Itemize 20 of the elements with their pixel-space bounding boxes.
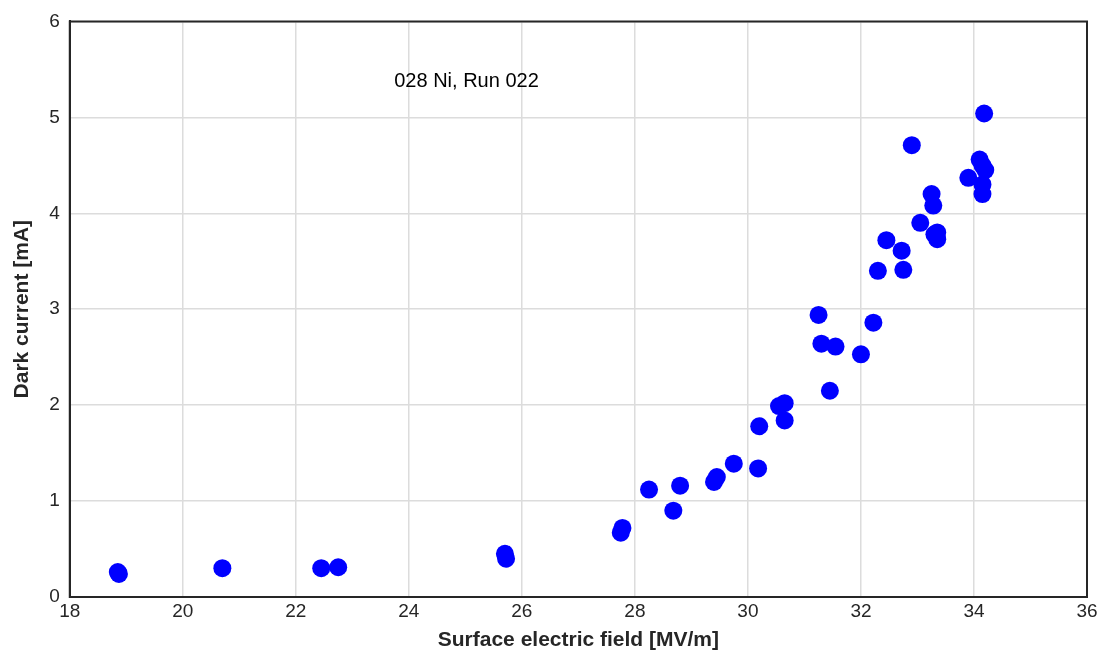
x-tick-label: 34 xyxy=(963,599,985,621)
y-tick-label: 1 xyxy=(49,489,60,511)
x-tick-label: 36 xyxy=(1076,599,1098,621)
x-tick-label: 18 xyxy=(59,599,81,621)
x-tick-label: 26 xyxy=(511,599,533,621)
y-tick-label: 6 xyxy=(49,9,60,31)
y-axis-title: Dark current [mA] xyxy=(9,219,33,399)
x-tick-label: 28 xyxy=(624,599,646,621)
x-axis-title: Surface electric field [MV/m] xyxy=(437,627,720,651)
x-tick-label: 20 xyxy=(172,599,194,621)
x-tick-label: 30 xyxy=(737,599,759,621)
annotation: 028 Ni, Run 022 xyxy=(394,68,539,91)
y-tick-label: 3 xyxy=(49,297,60,319)
y-tick-label: 0 xyxy=(49,585,60,607)
y-tick-label: 4 xyxy=(49,201,61,223)
y-tick-label: 2 xyxy=(49,393,60,415)
x-tick-label: 22 xyxy=(285,599,307,621)
x-tick-label: 32 xyxy=(850,599,872,621)
y-tick-label: 5 xyxy=(49,105,60,127)
x-tick-label: 24 xyxy=(398,599,420,621)
